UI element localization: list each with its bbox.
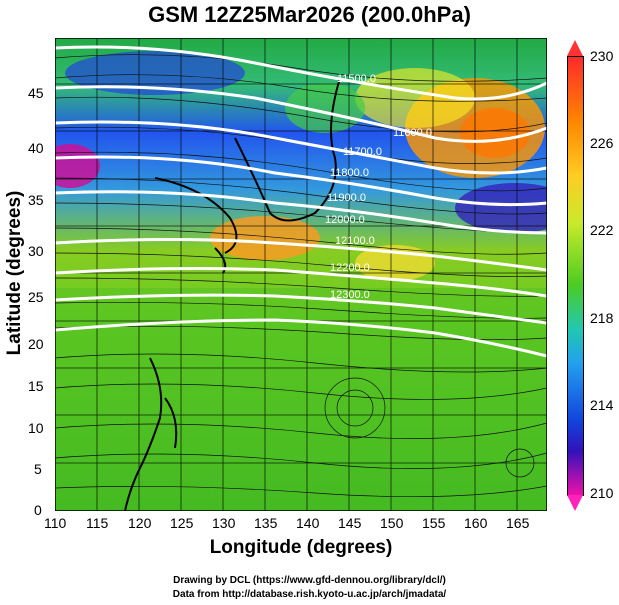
cold-anomaly-east xyxy=(455,183,547,233)
x-tick: 125 xyxy=(170,515,194,531)
contour-labels: 11500.0 11600.0 11700.0 11800.0 11900.0 … xyxy=(325,73,432,301)
x-tick: 160 xyxy=(464,515,488,531)
y-tick: 45 xyxy=(28,85,44,101)
colorbar-max-arrow xyxy=(567,40,583,56)
credit-data: Data from http://database.rish.kyoto-u.a… xyxy=(172,589,447,600)
x-tick: 155 xyxy=(422,515,446,531)
x-tick: 120 xyxy=(128,515,152,531)
contour-label: 11900.0 xyxy=(327,192,366,204)
wind-streamlines xyxy=(55,54,547,498)
y-tick: 10 xyxy=(28,420,44,436)
y-tick: 15 xyxy=(28,378,44,394)
colorbar-label: 226 xyxy=(590,135,614,151)
colorbar-label: 210 xyxy=(590,485,614,501)
x-axis-label: Longitude (degrees) xyxy=(209,537,393,558)
x-tick: 110 xyxy=(44,515,67,531)
y-tick: 40 xyxy=(28,140,44,156)
map-plot: 11500.0 11600.0 11700.0 11800.0 11900.0 … xyxy=(55,38,547,511)
colorbar-label: 214 xyxy=(590,397,614,413)
x-tick: 145 xyxy=(338,515,362,531)
credit-drawing: Drawing by DCL (https://www.gfd-dennou.o… xyxy=(173,575,446,586)
colorbar xyxy=(567,56,584,496)
y-tick: 35 xyxy=(28,192,44,208)
y-axis-label: Latitude (degrees) xyxy=(4,190,25,356)
chart-title: GSM 12Z25Mar2026 (200.0hPa) xyxy=(148,2,471,27)
contour-label: 12100.0 xyxy=(335,235,375,247)
contour-label: 12000.0 xyxy=(325,214,365,226)
y-tick: 0 xyxy=(34,502,42,518)
x-tick: 135 xyxy=(254,515,278,531)
y-tick: 25 xyxy=(28,289,44,305)
y-tick: 30 xyxy=(28,243,44,259)
colorbar-label: 218 xyxy=(590,310,614,326)
x-tick: 140 xyxy=(296,515,320,531)
y-tick: 5 xyxy=(34,461,42,477)
colorbar-min-arrow xyxy=(567,495,583,511)
contour-label: 12200.0 xyxy=(330,262,370,274)
cold-anomaly-west xyxy=(55,144,100,188)
contour-label: 11600.0 xyxy=(393,127,432,139)
x-tick: 115 xyxy=(86,515,109,531)
contour-label: 11500.0 xyxy=(337,73,376,85)
colorbar-label: 222 xyxy=(590,222,614,238)
contour-label: 11700.0 xyxy=(343,146,382,158)
x-tick: 150 xyxy=(380,515,404,531)
x-tick: 165 xyxy=(506,515,530,531)
contour-label: 12300.0 xyxy=(330,289,370,301)
colorbar-label: 230 xyxy=(590,48,614,64)
contour-label: 11800.0 xyxy=(330,167,369,179)
height-contours xyxy=(55,45,547,358)
y-tick: 20 xyxy=(28,336,44,352)
coastlines xyxy=(124,77,341,511)
x-tick: 130 xyxy=(212,515,236,531)
